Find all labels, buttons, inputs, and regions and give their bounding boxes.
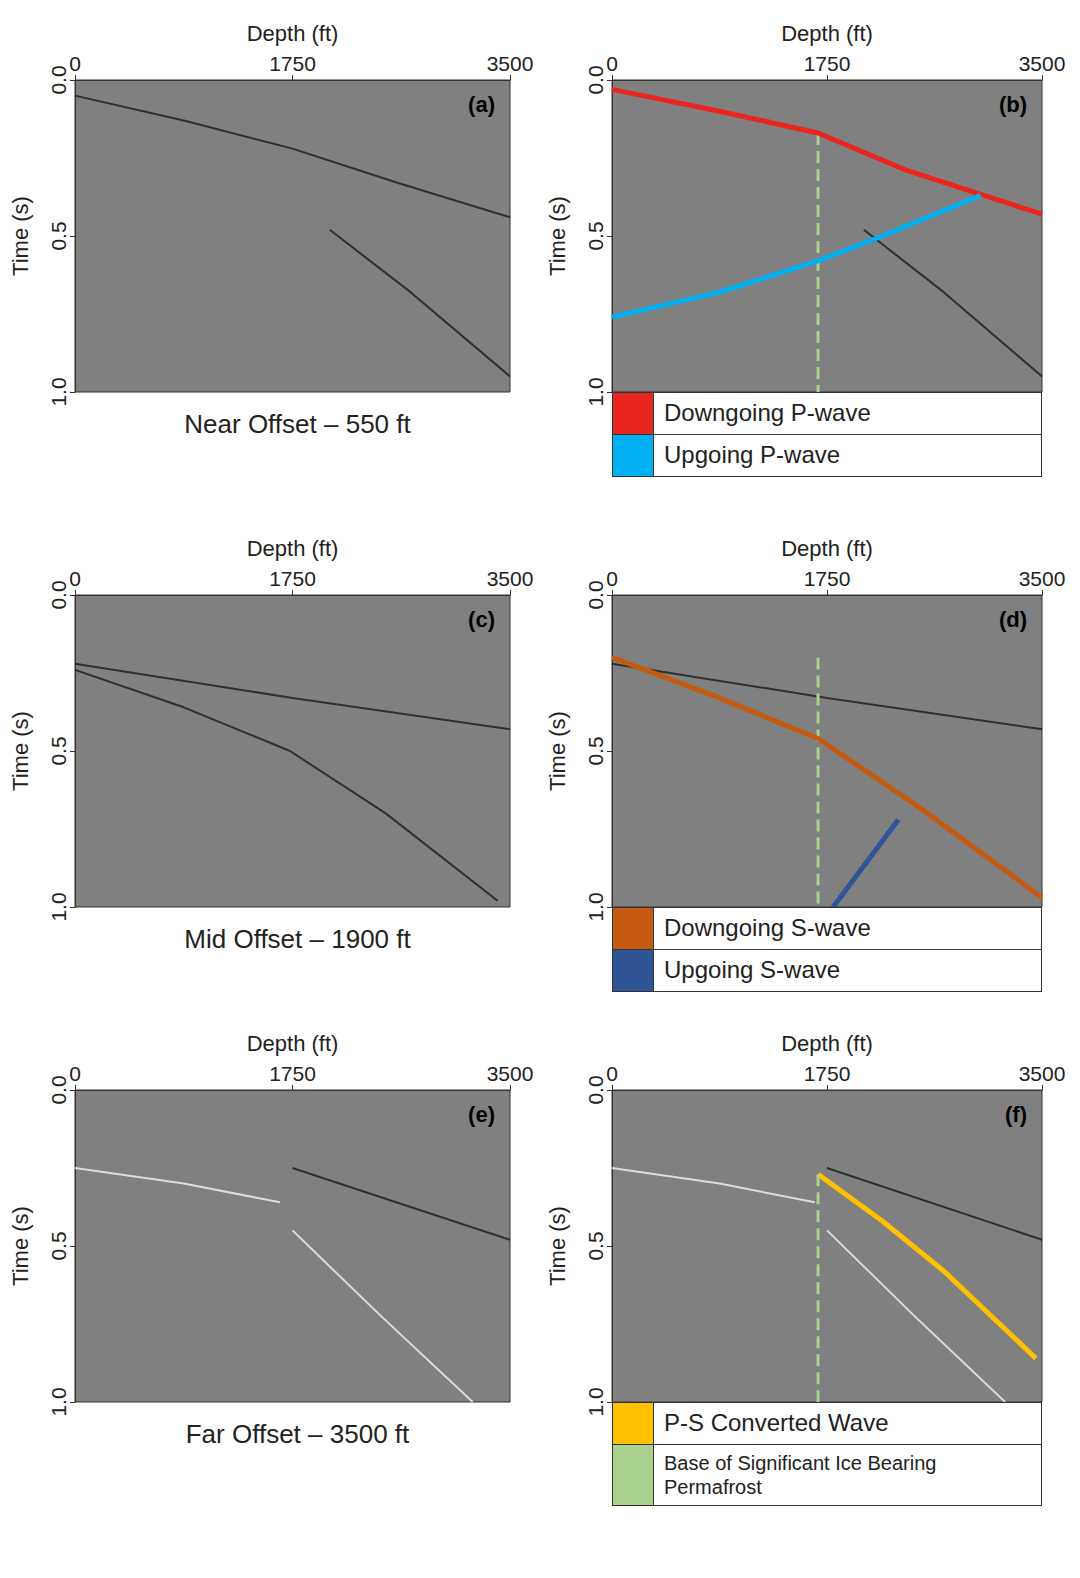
svg-text:Time (s): Time (s) [8, 1206, 33, 1286]
svg-text:(d): (d) [999, 607, 1027, 632]
html-text:Upgoing S-wave: Upgoing S-wave [664, 955, 841, 983]
svg-text:0.5: 0.5 [47, 736, 70, 765]
svg-text:0.0: 0.0 [47, 580, 70, 609]
svg-text:0: 0 [606, 1062, 618, 1085]
svg-text:Depth (ft): Depth (ft) [781, 1031, 873, 1056]
svg-text:Far Offset – 3500 ft: Far Offset – 3500 ft [186, 1419, 410, 1449]
svg-text:3500: 3500 [487, 52, 534, 75]
svg-text:0.0: 0.0 [584, 1075, 607, 1104]
svg-text:1750: 1750 [804, 567, 851, 590]
html-text:Upgoing P-wave: Upgoing P-wave [664, 440, 841, 468]
svg-text:3500: 3500 [487, 567, 534, 590]
svg-text:0: 0 [69, 1062, 81, 1085]
svg-text:0.5: 0.5 [47, 1231, 70, 1260]
svg-text:0.0: 0.0 [47, 65, 70, 94]
svg-text:0.5: 0.5 [584, 1231, 607, 1260]
html-text:Downgoing S-wave: Downgoing S-wave [664, 914, 871, 941]
svg-text:3500: 3500 [1019, 1062, 1066, 1085]
svg-text:(e): (e) [468, 1102, 495, 1127]
svg-text:(b): (b) [999, 92, 1027, 117]
svg-text:Time (s): Time (s) [545, 711, 570, 791]
html-text:Downgoing P-wave: Downgoing P-wave [664, 399, 871, 426]
svg-text:1750: 1750 [269, 52, 316, 75]
svg-text:0.5: 0.5 [584, 736, 607, 765]
svg-text:Depth (ft): Depth (ft) [781, 21, 873, 46]
svg-text:Depth (ft): Depth (ft) [781, 536, 873, 561]
svg-text:0: 0 [606, 567, 618, 590]
svg-text:Time (s): Time (s) [8, 711, 33, 791]
svg-text:Depth (ft): Depth (ft) [247, 1031, 339, 1056]
svg-text:3500: 3500 [1019, 567, 1066, 590]
svg-text:(a): (a) [468, 92, 495, 117]
svg-text:1.0: 1.0 [47, 1387, 70, 1416]
svg-text:1.0: 1.0 [584, 1387, 607, 1416]
svg-text:1.0: 1.0 [584, 377, 607, 406]
svg-text:0: 0 [69, 567, 81, 590]
svg-text:(c): (c) [468, 607, 495, 632]
svg-text:1.0: 1.0 [47, 377, 70, 406]
svg-text:0.0: 0.0 [584, 65, 607, 94]
svg-text:Time (s): Time (s) [545, 1206, 570, 1286]
html-text:Base of Significant Ice Bearin: Base of Significant Ice Bearing Permafro… [664, 1451, 937, 1498]
svg-text:Time (s): Time (s) [8, 196, 33, 276]
svg-text:3500: 3500 [1019, 52, 1066, 75]
svg-text:0.0: 0.0 [47, 1075, 70, 1104]
svg-text:3500: 3500 [487, 1062, 534, 1085]
svg-text:1750: 1750 [269, 1062, 316, 1085]
svg-text:1750: 1750 [804, 52, 851, 75]
svg-text:Time (s): Time (s) [545, 196, 570, 276]
html-text:P-S Converted Wave: P-S Converted Wave [664, 1409, 889, 1436]
svg-text:0: 0 [606, 52, 618, 75]
svg-text:0.5: 0.5 [47, 221, 70, 250]
svg-text:1750: 1750 [269, 567, 316, 590]
svg-text:0.5: 0.5 [584, 221, 607, 250]
svg-text:1750: 1750 [804, 1062, 851, 1085]
svg-text:1.0: 1.0 [47, 892, 70, 921]
svg-text:Mid Offset – 1900 ft: Mid Offset – 1900 ft [184, 924, 411, 954]
svg-text:(f): (f) [1005, 1102, 1027, 1127]
svg-text:Near Offset – 550 ft: Near Offset – 550 ft [184, 409, 411, 439]
svg-text:Depth (ft): Depth (ft) [247, 536, 339, 561]
svg-text:0: 0 [69, 52, 81, 75]
svg-text:1.0: 1.0 [584, 892, 607, 921]
svg-text:Depth (ft): Depth (ft) [247, 21, 339, 46]
svg-text:0.0: 0.0 [584, 580, 607, 609]
